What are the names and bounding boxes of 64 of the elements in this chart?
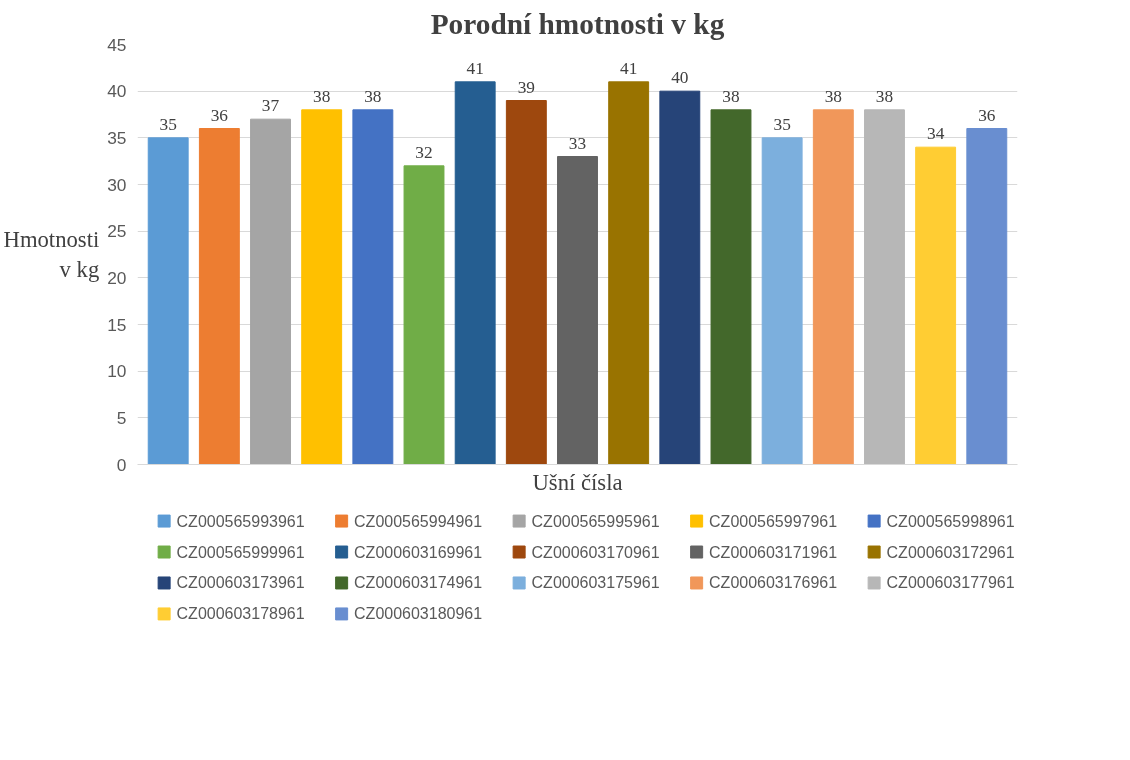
- legend-label: CZ000565997961: [709, 512, 838, 530]
- legend-label: CZ000603177961: [886, 574, 1015, 592]
- y-tick-label: 5: [116, 407, 127, 428]
- legend-label: CZ000565999961: [176, 543, 305, 561]
- y-tick-label: 10: [107, 361, 127, 382]
- bar: [966, 128, 1008, 465]
- legend-label: CZ000603180961: [354, 605, 483, 623]
- y-tick-label: 0: [116, 454, 127, 475]
- y-tick-label: 45: [107, 34, 127, 55]
- data-label: 37: [261, 96, 280, 116]
- data-label: 35: [159, 114, 177, 134]
- x-axis-title: Ušní čísla: [532, 469, 623, 495]
- y-axis-title: Hmotnosti v kg: [3, 227, 100, 282]
- bar: [454, 81, 496, 465]
- legend-label: CZ000603172961: [886, 543, 1015, 561]
- bar: [557, 156, 598, 465]
- legend-label: CZ000603175961: [531, 574, 660, 592]
- data-label: 34: [926, 124, 945, 144]
- bar: [147, 137, 189, 465]
- legend-label: CZ000603178961: [176, 605, 305, 623]
- legend-label: CZ000565995961: [531, 512, 660, 530]
- data-label: 32: [415, 142, 433, 162]
- legend-label: CZ000565993961: [176, 512, 305, 530]
- legend-label: CZ000603169961: [354, 543, 483, 561]
- data-label: 33: [568, 133, 587, 153]
- data-label: 39: [517, 77, 535, 97]
- legend-label: CZ000565998961: [886, 512, 1015, 530]
- bar: [915, 146, 957, 465]
- bar: [864, 109, 905, 465]
- legend-label: CZ000603170961: [531, 543, 660, 561]
- data-label: 36: [210, 105, 229, 125]
- bar: [659, 90, 701, 465]
- bar: [352, 109, 394, 465]
- bar: [505, 100, 547, 465]
- bar: [812, 109, 854, 465]
- legend-label: CZ000603174961: [354, 574, 483, 592]
- bar: [198, 128, 240, 465]
- y-tick-label: 30: [107, 174, 127, 195]
- data-label: 36: [978, 105, 996, 125]
- y-tick-label: 35: [107, 127, 127, 148]
- data-label: 35: [773, 114, 791, 134]
- data-label: 38: [722, 86, 740, 106]
- bar: [301, 109, 343, 465]
- y-tick-label: 15: [107, 314, 127, 335]
- chart-title: Porodní hmotnosti v kg: [430, 7, 725, 40]
- bar: [608, 81, 650, 465]
- data-label: 38: [824, 86, 842, 106]
- bar: [710, 109, 752, 465]
- legend-label: CZ000603171961: [709, 543, 838, 561]
- data-label: 38: [364, 86, 382, 106]
- y-tick-label: 40: [107, 81, 127, 102]
- data-label: 41: [466, 58, 484, 78]
- data-label: 38: [313, 86, 331, 106]
- bar: [403, 165, 445, 465]
- legend-label: CZ000603176961: [709, 574, 838, 592]
- bar: [761, 137, 803, 465]
- y-tick-label: 25: [107, 221, 127, 242]
- data-label: 38: [875, 86, 894, 106]
- legend-label: CZ000603173961: [176, 574, 305, 592]
- legend-label: CZ000565994961: [354, 512, 483, 530]
- data-label: 41: [620, 58, 638, 78]
- data-label: 40: [671, 68, 689, 88]
- y-tick-label: 20: [107, 267, 127, 288]
- bar: [250, 118, 291, 465]
